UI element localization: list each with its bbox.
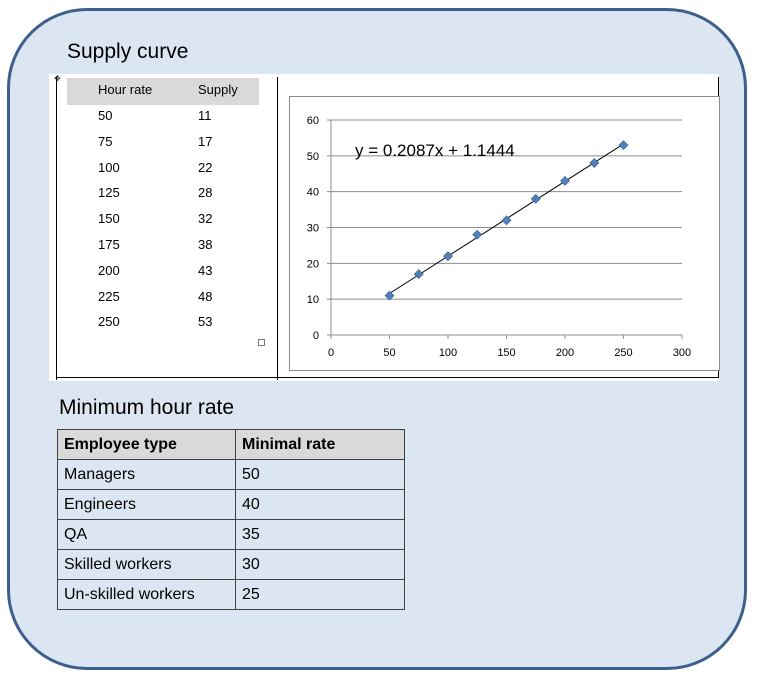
table-row: QA 35 (57, 519, 405, 550)
minimal-rate-cell: 30 (235, 549, 405, 580)
supply-cell: 17 (198, 133, 213, 149)
employee-type-cell: Skilled workers (57, 549, 236, 580)
x-tick-label: 50 (383, 347, 395, 359)
sheet-border-left (56, 77, 57, 380)
y-tick-label: 10 (307, 294, 319, 306)
supply-chart-svg: 0 10 20 30 40 50 60 0 50 100 150 200 250 300 y = 0.208… (307, 115, 691, 359)
hour-rate-cell: 100 (98, 159, 120, 175)
supply-cell: 48 (198, 288, 213, 304)
supply-cell: 38 (198, 237, 213, 252)
table-row: Engineers 40 (57, 489, 405, 520)
employee-type-cell: Managers (57, 459, 236, 490)
sheet-border-bottom (56, 377, 718, 378)
data-point (443, 251, 453, 262)
rates-header-row: Employee type Minimal rate (57, 429, 405, 460)
y-tick-label: 60 (307, 115, 319, 127)
x-tick-label: 300 (673, 347, 691, 359)
x-tick-label: 0 (328, 347, 334, 359)
table-row: Managers 50 (57, 459, 405, 490)
hour-rate-cell: 175 (98, 237, 120, 252)
table-row: Skilled workers 30 (57, 549, 405, 580)
minimal-rate-cell: 35 (235, 519, 405, 550)
minimal-rate-cell: 40 (235, 489, 405, 520)
anchor-icon: ✥ (54, 74, 61, 83)
supply-chart: 0 10 20 30 40 50 60 0 50 100 150 200 250 300 y = 0.208… (289, 96, 720, 371)
hour-rate-cell: 225 (98, 288, 120, 304)
hour-rate-cell: 50 (98, 108, 113, 123)
y-tick-label: 50 (307, 151, 319, 163)
trendline-equation: y = 0.2087x + 1.1444 (355, 141, 515, 160)
table-row: Un-skilled workers 25 (57, 579, 405, 610)
resize-handle[interactable] (258, 339, 265, 346)
data-point (589, 158, 600, 168)
employee-type-cell: Engineers (57, 489, 236, 520)
minimal-rate-cell: 25 (235, 579, 405, 610)
data-point (618, 140, 629, 151)
x-tick-label: 200 (556, 347, 574, 359)
hour-rate-cell: 200 (98, 262, 120, 278)
rates-header-employee-type: Employee type (57, 429, 236, 460)
employee-type-cell: QA (57, 519, 236, 550)
minimal-rate-cell: 50 (235, 459, 405, 490)
supply-cell: 22 (198, 159, 213, 175)
y-tick-label: 40 (307, 187, 319, 199)
supply-cell: 32 (198, 211, 213, 227)
hour-rate-cell: 250 (98, 314, 120, 330)
data-point (530, 193, 541, 204)
data-point (384, 290, 395, 301)
header-hour-rate: Hour rate (98, 82, 153, 97)
sheet-divider (277, 77, 278, 380)
x-tick-label: 150 (497, 347, 515, 359)
y-tick-label: 0 (313, 330, 319, 342)
data-point (560, 175, 570, 186)
supply-curve-title: Supply curve (67, 40, 189, 63)
header-supply: Supply (198, 82, 238, 97)
data-point (413, 269, 424, 280)
minimum-hour-rate-title: Minimum hour rate (59, 396, 235, 419)
supply-cell: 43 (198, 262, 213, 278)
employee-type-cell: Un-skilled workers (57, 579, 236, 610)
supply-cell: 11 (198, 108, 212, 123)
y-tick-label: 20 (307, 258, 319, 270)
hour-rate-cell: 125 (98, 185, 120, 201)
hour-rate-cell: 150 (98, 211, 120, 227)
data-point (501, 215, 512, 226)
supply-cell: 53 (198, 314, 213, 330)
hour-rate-cell: 75 (98, 133, 113, 149)
x-tick-label: 100 (439, 347, 457, 359)
rates-header-minimal-rate: Minimal rate (235, 429, 405, 460)
minimum-rate-table: Employee type Minimal rate Managers 50 E… (57, 429, 405, 610)
supply-cell: 28 (198, 185, 213, 201)
x-tick-label: 250 (614, 347, 632, 359)
y-tick-label: 30 (307, 223, 319, 235)
embedded-sheet: ✥ Hour rate Supply 50 11 75 17 100 22 125 28 150 32… (49, 74, 720, 381)
data-point (472, 229, 483, 240)
supply-table-header (67, 78, 259, 105)
